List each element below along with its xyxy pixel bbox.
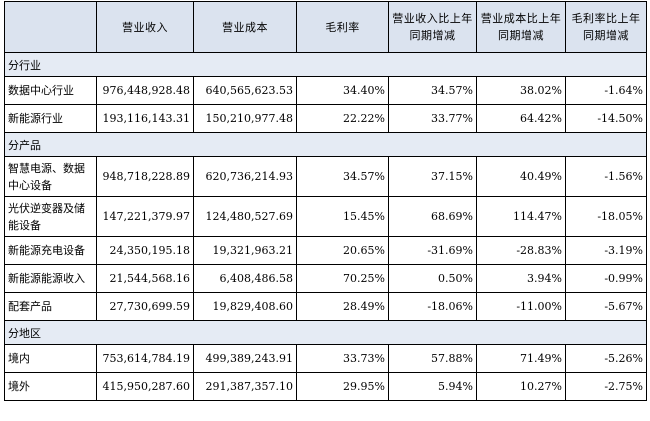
cost-cell: 6,408,486.58	[193, 264, 297, 293]
section-row-region: 分地区	[4, 320, 647, 345]
revenue-cell: 976,448,928.48	[96, 76, 194, 105]
table-row: 数据中心行业 976,448,928.48 640,565,623.53 34.…	[4, 76, 647, 105]
cost-cell: 150,210,977.48	[193, 104, 297, 133]
revenue-change-cell: 57.88%	[388, 344, 477, 373]
row-label: 配套产品	[4, 292, 97, 321]
section-title: 分地区	[4, 320, 647, 345]
cost-cell: 19,829,408.60	[193, 292, 297, 321]
table-row: 新能源充电设备 24,350,195.18 19,321,963.21 20.6…	[4, 236, 647, 265]
margin-cell: 29.95%	[296, 372, 389, 401]
revenue-cell: 948,718,228.89	[96, 156, 194, 197]
header-gross-margin: 毛利率	[296, 1, 389, 53]
row-label: 数据中心行业	[4, 76, 97, 105]
margin-cell: 22.22%	[296, 104, 389, 133]
margin-cell: 15.45%	[296, 196, 389, 237]
header-cost-change: 营业成本比上年同期增减	[476, 1, 566, 53]
margin-change-cell: -5.67%	[565, 292, 647, 321]
cost-cell: 291,387,357.10	[193, 372, 297, 401]
header-cost: 营业成本	[193, 1, 297, 53]
section-row-product: 分产品	[4, 132, 647, 157]
cost-change-cell: 64.42%	[476, 104, 566, 133]
header-revenue-change: 营业收入比上年同期增减	[388, 1, 477, 53]
margin-cell: 34.40%	[296, 76, 389, 105]
cost-change-cell: 3.94%	[476, 264, 566, 293]
cost-cell: 640,565,623.53	[193, 76, 297, 105]
table-row: 境内 753,614,784.19 499,389,243.91 33.73% …	[4, 344, 647, 373]
table-row: 智慧电源、数据中心设备 948,718,228.89 620,736,214.9…	[4, 156, 647, 197]
cost-change-cell: 114.47%	[476, 196, 566, 237]
cost-change-cell: 40.49%	[476, 156, 566, 197]
cost-change-cell: 71.49%	[476, 344, 566, 373]
cost-change-cell: 10.27%	[476, 372, 566, 401]
margin-change-cell: -3.19%	[565, 236, 647, 265]
revenue-change-cell: 34.57%	[388, 76, 477, 105]
revenue-cell: 24,350,195.18	[96, 236, 194, 265]
cost-change-cell: -11.00%	[476, 292, 566, 321]
revenue-change-cell: 0.50%	[388, 264, 477, 293]
cost-change-cell: -28.83%	[476, 236, 566, 265]
revenue-change-cell: 68.69%	[388, 196, 477, 237]
cost-cell: 620,736,214.93	[193, 156, 297, 197]
revenue-cell: 147,221,379.97	[96, 196, 194, 237]
row-label: 境外	[4, 372, 97, 401]
revenue-cell: 753,614,784.19	[96, 344, 194, 373]
table-row: 新能源能源收入 21,544,568.16 6,408,486.58 70.25…	[4, 264, 647, 293]
header-margin-change: 毛利率比上年同期增减	[565, 1, 647, 53]
margin-change-cell: -1.56%	[565, 156, 647, 197]
margin-change-cell: -14.50%	[565, 104, 647, 133]
table-header-row: 营业收入 营业成本 毛利率 营业收入比上年同期增减 营业成本比上年同期增减 毛利…	[4, 1, 647, 53]
table-row: 光伏逆变器及储能设备 147,221,379.97 124,480,527.69…	[4, 196, 647, 237]
margin-cell: 20.65%	[296, 236, 389, 265]
section-row-industry: 分行业	[4, 52, 647, 77]
margin-change-cell: -18.05%	[565, 196, 647, 237]
row-label: 境内	[4, 344, 97, 373]
section-title: 分行业	[4, 52, 647, 77]
table-row: 新能源行业 193,116,143.31 150,210,977.48 22.2…	[4, 104, 647, 133]
row-label: 新能源充电设备	[4, 236, 97, 265]
revenue-breakdown-table: 营业收入 营业成本 毛利率 营业收入比上年同期增减 营业成本比上年同期增减 毛利…	[4, 1, 647, 401]
revenue-change-cell: 5.94%	[388, 372, 477, 401]
margin-change-cell: -5.26%	[565, 344, 647, 373]
revenue-cell: 193,116,143.31	[96, 104, 194, 133]
cost-change-cell: 38.02%	[476, 76, 566, 105]
revenue-change-cell: 37.15%	[388, 156, 477, 197]
section-title: 分产品	[4, 132, 647, 157]
margin-cell: 28.49%	[296, 292, 389, 321]
row-label: 智慧电源、数据中心设备	[4, 156, 97, 197]
margin-cell: 34.57%	[296, 156, 389, 197]
margin-change-cell: -1.64%	[565, 76, 647, 105]
cost-cell: 499,389,243.91	[193, 344, 297, 373]
revenue-change-cell: -18.06%	[388, 292, 477, 321]
revenue-cell: 21,544,568.16	[96, 264, 194, 293]
table-row: 配套产品 27,730,699.59 19,829,408.60 28.49% …	[4, 292, 647, 321]
margin-change-cell: -0.99%	[565, 264, 647, 293]
margin-change-cell: -2.75%	[565, 372, 647, 401]
header-revenue: 营业收入	[96, 1, 194, 53]
revenue-cell: 415,950,287.60	[96, 372, 194, 401]
cost-cell: 19,321,963.21	[193, 236, 297, 265]
revenue-cell: 27,730,699.59	[96, 292, 194, 321]
revenue-change-cell: -31.69%	[388, 236, 477, 265]
row-label: 光伏逆变器及储能设备	[4, 196, 97, 237]
cost-cell: 124,480,527.69	[193, 196, 297, 237]
table-row: 境外 415,950,287.60 291,387,357.10 29.95% …	[4, 372, 647, 401]
header-corner	[4, 1, 97, 53]
margin-cell: 33.73%	[296, 344, 389, 373]
revenue-change-cell: 33.77%	[388, 104, 477, 133]
row-label: 新能源行业	[4, 104, 97, 133]
row-label: 新能源能源收入	[4, 264, 97, 293]
margin-cell: 70.25%	[296, 264, 389, 293]
